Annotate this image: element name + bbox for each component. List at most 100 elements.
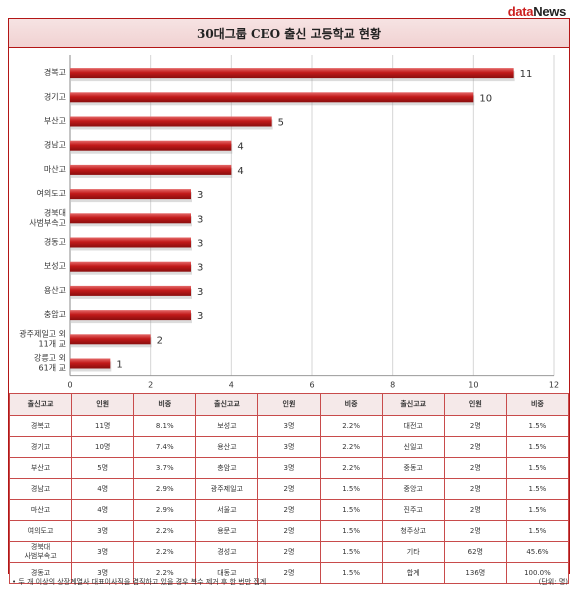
unit-note: (단위: 명) bbox=[538, 578, 568, 586]
category-label: 여의도고 bbox=[37, 188, 66, 198]
table-cell: 경동고 bbox=[8, 562, 73, 584]
data-label: 11 bbox=[520, 69, 533, 80]
table-cell: 2.9% bbox=[133, 478, 197, 500]
table-cell: 2명 bbox=[257, 478, 321, 500]
category-label: 경복고 bbox=[44, 67, 66, 77]
table-cell: 2명 bbox=[443, 499, 507, 521]
category-label: 경남고 bbox=[44, 140, 66, 150]
table-cell: 3명 bbox=[257, 436, 321, 458]
table-cell: 2.2% bbox=[319, 436, 383, 458]
table-cell: 2명 bbox=[443, 415, 507, 437]
table-cell: 1.5% bbox=[505, 499, 570, 521]
title-bar: 30대그룹 CEO 출신 고등학교 현황 bbox=[9, 19, 569, 48]
table-header-cell: 비중 bbox=[505, 393, 570, 416]
category-label: 보성고 bbox=[44, 262, 66, 271]
table-header-cell: 비중 bbox=[133, 393, 197, 416]
table-cell: 1.5% bbox=[505, 457, 570, 479]
bar bbox=[70, 140, 232, 151]
table-cell: 경남고 bbox=[8, 478, 73, 500]
bar bbox=[70, 189, 191, 200]
table-cell: 1.5% bbox=[319, 499, 383, 521]
table-cell: 4명 bbox=[71, 478, 135, 500]
table-cell: 2.2% bbox=[133, 541, 197, 563]
table-cell: 5명 bbox=[71, 457, 135, 479]
table-cell: 1.5% bbox=[505, 415, 570, 437]
school-table: 출신고교 인원 비중 출신고교 인원 비중 출신고교 인원 비중 경복고 11명 8.1% 보성고 3명… bbox=[8, 393, 570, 584]
table-cell: 충암고 bbox=[195, 457, 259, 479]
data-label: 10 bbox=[479, 93, 492, 104]
table-cell: 8.1% bbox=[133, 415, 197, 437]
table-cell: 2명 bbox=[257, 541, 321, 563]
table-cell: 중앙고 bbox=[381, 478, 445, 500]
bar bbox=[70, 164, 232, 175]
table-row: 경남고 4명 2.9% 광주제일고 2명 1.5% 중앙고 2명 1.5% bbox=[8, 478, 570, 500]
bar bbox=[70, 358, 111, 369]
table-cell: 용문고 bbox=[195, 520, 259, 542]
data-label: 3 bbox=[197, 287, 203, 298]
table-cell: 11명 bbox=[71, 415, 135, 437]
category-label: 경기고 bbox=[44, 91, 66, 101]
infographic-frame: 30대그룹 CEO 출신 고등학교 현황 0 2 4 6 8 10 12 11 경복고 10 경기고… bbox=[8, 18, 570, 584]
table-cell: 2명 bbox=[443, 436, 507, 458]
data-label: 4 bbox=[237, 142, 243, 153]
table-cell: 62명 bbox=[443, 541, 507, 563]
table-cell: 1.5% bbox=[505, 520, 570, 542]
category-label: 용산고 bbox=[44, 285, 66, 295]
x-tick-label: 8 bbox=[390, 381, 395, 390]
bar bbox=[70, 237, 191, 248]
table-cell: 3명 bbox=[257, 415, 321, 437]
footnote: • 두 개 이상의 상장계열사 대표이사직을 겸직하고 있을 경우 복수 제거 … bbox=[12, 578, 267, 586]
table-row: 경복고 11명 8.1% 보성고 3명 2.2% 대전고 2명 1.5% bbox=[8, 415, 570, 437]
data-label: 3 bbox=[197, 190, 203, 201]
table-cell: 중동고 bbox=[381, 457, 445, 479]
table-header-cell: 인원 bbox=[71, 393, 135, 416]
table-cell: 진주고 bbox=[381, 499, 445, 521]
x-tick-label: 4 bbox=[229, 381, 234, 390]
table-cell: 3명 bbox=[257, 457, 321, 479]
table-cell: 대전고 bbox=[381, 415, 445, 437]
bar bbox=[70, 68, 514, 79]
chart-title: 30대그룹 CEO 출신 고등학교 현황 bbox=[196, 26, 381, 41]
table-cell: 4명 bbox=[71, 499, 135, 521]
table-row: 마산고 4명 2.9% 서울고 2명 1.5% 진주고 2명 1.5% bbox=[8, 499, 570, 521]
table-cell: 45.6% bbox=[505, 541, 570, 563]
table-cell: 합계 bbox=[381, 562, 445, 584]
table-cell: 3.7% bbox=[133, 457, 197, 479]
table-header-cell: 출신고교 bbox=[8, 393, 73, 416]
table-header-cell: 출신고교 bbox=[381, 393, 445, 416]
table-cell: 1.5% bbox=[319, 478, 383, 500]
table-cell: 신일고 bbox=[381, 436, 445, 458]
table-cell: 10명 bbox=[71, 436, 135, 458]
table-cell: 부산고 bbox=[8, 457, 73, 479]
x-tick-label: 2 bbox=[148, 381, 153, 390]
table-cell: 7.4% bbox=[133, 436, 197, 458]
table-cell: 2명 bbox=[443, 457, 507, 479]
bar bbox=[70, 116, 272, 127]
table-row: 경동고 3명 2.2% 대동고 2명 1.5% 합계 136명 100.0% bbox=[8, 562, 570, 584]
table-cell: 3명 bbox=[71, 541, 135, 563]
table-cell: 경기고 bbox=[8, 436, 73, 458]
table-row: 여의도고 3명 2.2% 용문고 2명 1.5% 청주상고 2명 1.5% bbox=[8, 520, 570, 542]
table-header-cell: 인원 bbox=[443, 393, 507, 416]
x-tick-label: 6 bbox=[309, 381, 314, 390]
table-cell: 3명 bbox=[71, 520, 135, 542]
table-cell: 용산고 bbox=[195, 436, 259, 458]
table-cell: 2.2% bbox=[133, 520, 197, 542]
data-label: 3 bbox=[197, 214, 203, 225]
table-cell: 보성고 bbox=[195, 415, 259, 437]
x-tick-label: 10 bbox=[468, 381, 478, 390]
data-label: 4 bbox=[237, 166, 243, 177]
bar bbox=[70, 334, 151, 345]
datanews-logo: dataNews bbox=[507, 4, 567, 19]
x-tick-label: 12 bbox=[549, 381, 559, 390]
table-cell: 3명 bbox=[71, 562, 135, 584]
data-label: 1 bbox=[116, 360, 122, 371]
table-header-cell: 인원 bbox=[257, 393, 321, 416]
category-label: 부산고 bbox=[44, 116, 66, 126]
data-label: 3 bbox=[197, 311, 203, 322]
table-cell: 서울고 bbox=[195, 499, 259, 521]
table-row: 부산고 5명 3.7% 충암고 3명 2.2% 중동고 2명 1.5% bbox=[8, 457, 570, 479]
table-cell: 2.2% bbox=[319, 457, 383, 479]
category-label: 마산고 bbox=[44, 164, 66, 174]
table-cell: 경북대 사범부속고 bbox=[8, 541, 73, 563]
